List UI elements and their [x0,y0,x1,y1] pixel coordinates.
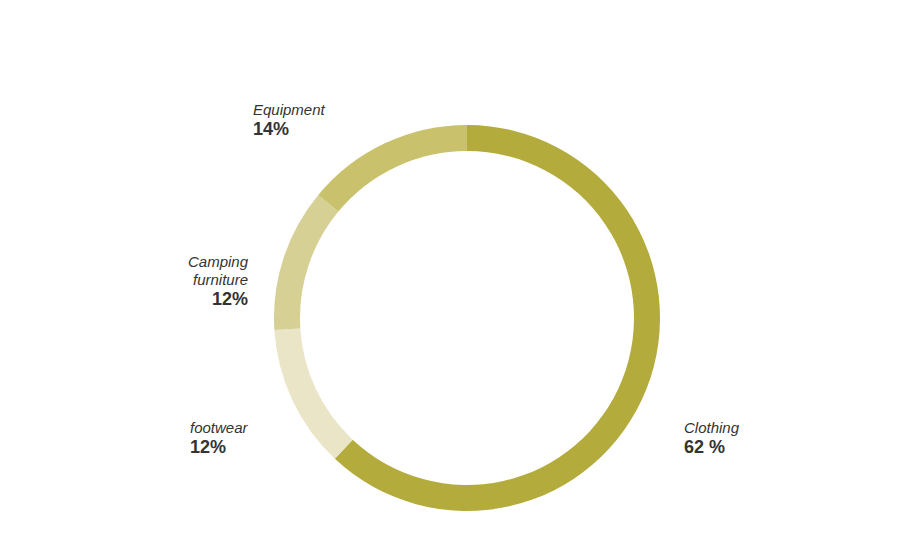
svg-text:footwear: footwear [190,419,249,436]
svg-text:furniture: furniture [193,271,248,288]
svg-text:62 %: 62 % [684,437,725,457]
svg-text:Camping: Camping [188,253,249,270]
svg-text:12%: 12% [190,437,226,457]
svg-text:12%: 12% [212,289,248,309]
svg-text:Equipment: Equipment [253,101,326,118]
svg-text:14%: 14% [253,119,289,139]
svg-text:Clothing: Clothing [684,419,740,436]
